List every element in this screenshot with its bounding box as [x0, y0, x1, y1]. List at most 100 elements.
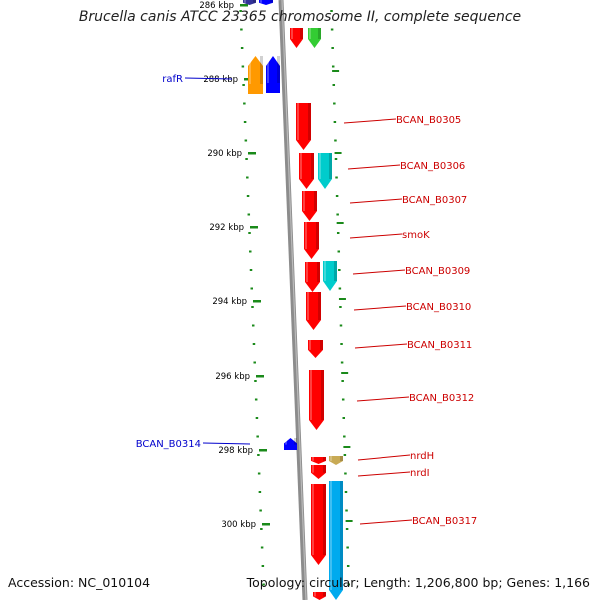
gene-arrow-shade: [334, 261, 337, 281]
gene-bcan-b0314: [284, 438, 297, 450]
tick-dot: [339, 306, 342, 308]
gene-arrow-gloss: [244, 0, 246, 3]
scale-tick: [240, 4, 248, 7]
tick-dot: [336, 213, 339, 216]
gene-label-leader: [353, 305, 407, 311]
scale-tick: [262, 523, 270, 526]
scale-label: 288 kbp: [203, 75, 238, 85]
gene-arrow-fill: [248, 56, 263, 94]
tick-dot: [334, 158, 338, 160]
gene-arrow-fill: [329, 481, 343, 600]
tick-dot: [336, 232, 340, 234]
gene-arrow-gloss: [310, 370, 312, 420]
gene-arrow-shade: [253, 0, 256, 3]
tick-dot: [335, 195, 339, 197]
gene-label-leader: [357, 454, 411, 461]
gene-label-left-group: rafR: [162, 74, 233, 85]
tick-dot: [241, 65, 245, 68]
gene-arrow-fill: [311, 484, 326, 565]
outer-tick: [338, 298, 346, 300]
gene-top-green: [308, 28, 321, 48]
gene-label-group: BCAN_B0312: [356, 393, 474, 404]
tick-dot: [330, 10, 333, 12]
tick-dot: [256, 435, 259, 438]
gene-red-2: [299, 153, 314, 189]
tick-dot: [242, 84, 245, 86]
gene-label-group: nrdH: [357, 451, 434, 462]
gene-label-left-group: BCAN_B0314: [136, 439, 251, 450]
outer-tick: [343, 446, 351, 448]
gene-arrow-gloss: [312, 465, 314, 473]
tick-dot: [335, 176, 338, 179]
gene-arrow-shade: [294, 438, 297, 445]
scale-tick: [259, 449, 267, 452]
tick-dot: [254, 380, 257, 382]
gene-label-group: BCAN_B0311: [354, 340, 472, 351]
gene-label-group: BCAN_B0317: [359, 516, 477, 527]
gene-label-leader: [359, 519, 413, 525]
gene-arrow-fill: [304, 222, 319, 259]
scale-tick: [250, 226, 258, 229]
tick-dot: [246, 176, 249, 179]
outer-tick-rail: [330, 10, 351, 586]
gene-arrow-fill: [243, 0, 256, 5]
gene-label-leader: [347, 164, 401, 170]
gene-partial-blue: [259, 0, 273, 5]
gene-arrow-shade: [317, 262, 320, 282]
chromosome-backbone: [278, 0, 308, 601]
tick-dot: [338, 287, 342, 290]
gene-arrow-shade: [277, 56, 280, 83]
gene-arrow-shade: [323, 465, 326, 473]
gene-arrow-shade: [323, 592, 326, 597]
gene-arrow-fill: [302, 191, 317, 221]
tick-dot: [259, 509, 262, 512]
chromosome-backbone-highlight: [281, 0, 307, 601]
gene-arrow-gloss: [309, 28, 311, 39]
gene-label: BCAN_B0305: [396, 115, 461, 126]
gene-arrow-fill: [259, 0, 273, 5]
gene-arrow-fill: [266, 56, 280, 93]
tick-dot: [260, 528, 263, 530]
gene-arrow-fill: [311, 457, 326, 464]
tick-dot: [245, 158, 248, 160]
gene-arrow-gloss: [312, 484, 314, 555]
outer-tick: [341, 372, 349, 374]
gene-label-leader: [349, 233, 403, 239]
gene-arrow-gloss: [291, 28, 293, 39]
scale-label: 300 kbp: [221, 520, 256, 530]
gene-arrow-shade: [329, 153, 332, 179]
tick-dot: [344, 491, 348, 493]
tick-dot: [333, 102, 336, 105]
tick-dot: [257, 454, 260, 456]
gene-partial-navy: [243, 0, 256, 5]
gene-arrow-shade: [323, 484, 326, 555]
tick-dot: [340, 343, 343, 345]
gene-arrow-gloss: [324, 261, 326, 281]
tick-dot: [344, 472, 347, 475]
gene-arrow-gloss: [303, 191, 305, 211]
tick-dot: [246, 195, 250, 197]
gene-tan: [329, 456, 343, 465]
gene-arrow-shade: [318, 292, 321, 320]
scale-label: 286 kbp: [199, 1, 234, 11]
tick-dot: [247, 213, 251, 216]
gene-label: BCAN_B0306: [400, 161, 465, 172]
tick-dot: [249, 250, 252, 253]
gene-arrow-gloss: [309, 340, 311, 350]
tick-dot: [249, 269, 253, 271]
tick-dot: [345, 509, 348, 512]
gene-label-group: BCAN_B0306: [347, 161, 465, 172]
gene-label-group: BCAN_B0309: [352, 266, 470, 277]
gene-red-8: [309, 370, 324, 430]
gene-arrow-gloss: [297, 103, 299, 140]
tick-dot: [250, 287, 253, 290]
gene-top-red: [290, 28, 303, 48]
gene-arrow-gloss: [330, 456, 332, 461]
tick-dot: [240, 47, 244, 49]
tick-dot: [333, 121, 337, 123]
outer-tick: [334, 152, 342, 154]
gene-arrow-gloss: [312, 457, 314, 461]
gene-arrow-shade: [323, 457, 326, 461]
scale-label: 298 kbp: [218, 446, 253, 456]
